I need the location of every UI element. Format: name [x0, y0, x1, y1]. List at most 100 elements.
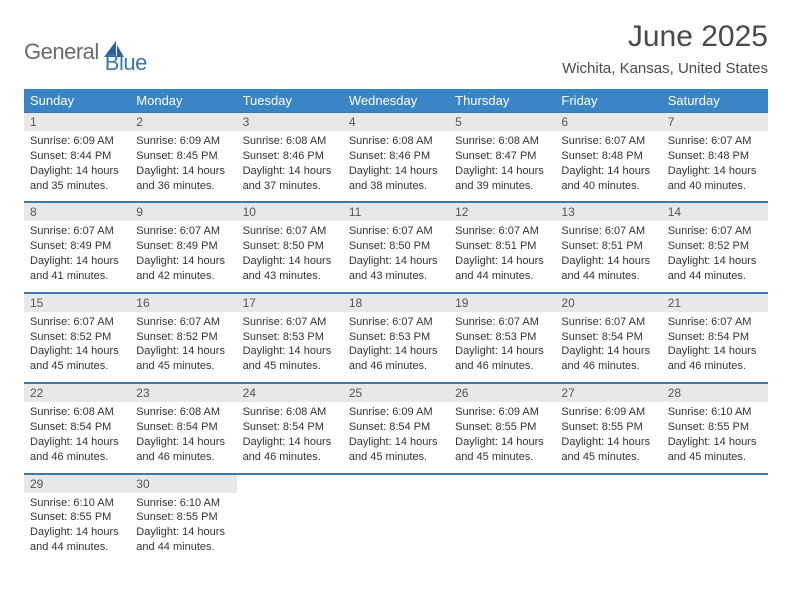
daylight-line-2: and 45 minutes.: [455, 450, 549, 465]
daylight-line-1: Daylight: 14 hours: [455, 254, 549, 269]
title-block: June 2025 Wichita, Kansas, United States: [562, 20, 768, 77]
day-number: 25: [343, 384, 449, 402]
sunrise-line: Sunrise: 6:07 AM: [455, 315, 549, 330]
day-cell: [662, 493, 768, 563]
daylight-line-2: and 45 minutes.: [668, 450, 762, 465]
sunrise-line: Sunrise: 6:07 AM: [349, 224, 443, 239]
day-cell: Sunrise: 6:07 AMSunset: 8:48 PMDaylight:…: [662, 131, 768, 201]
day-cell: Sunrise: 6:07 AMSunset: 8:51 PMDaylight:…: [449, 221, 555, 291]
daylight-line-1: Daylight: 14 hours: [30, 435, 124, 450]
sunrise-line: Sunrise: 6:09 AM: [30, 134, 124, 149]
daylight-line-1: Daylight: 14 hours: [349, 344, 443, 359]
daylight-line-2: and 44 minutes.: [30, 540, 124, 555]
sunset-line: Sunset: 8:49 PM: [30, 239, 124, 254]
day-number: 26: [449, 384, 555, 402]
sunrise-line: Sunrise: 6:07 AM: [243, 315, 337, 330]
sunset-line: Sunset: 8:54 PM: [668, 330, 762, 345]
daylight-line-2: and 45 minutes.: [30, 359, 124, 374]
daylight-line-2: and 44 minutes.: [561, 269, 655, 284]
daylight-line-1: Daylight: 14 hours: [243, 164, 337, 179]
daylight-line-2: and 40 minutes.: [668, 179, 762, 194]
daylight-line-2: and 44 minutes.: [455, 269, 549, 284]
day-number: 18: [343, 294, 449, 312]
sunrise-line: Sunrise: 6:08 AM: [243, 405, 337, 420]
sunset-line: Sunset: 8:48 PM: [668, 149, 762, 164]
daylight-line-2: and 38 minutes.: [349, 179, 443, 194]
day-cell: Sunrise: 6:09 AMSunset: 8:55 PMDaylight:…: [555, 402, 661, 472]
sunset-line: Sunset: 8:55 PM: [668, 420, 762, 435]
day-cell: Sunrise: 6:07 AMSunset: 8:52 PMDaylight:…: [130, 312, 236, 382]
sunrise-line: Sunrise: 6:08 AM: [349, 134, 443, 149]
day-number: 7: [662, 113, 768, 131]
day-content-row: Sunrise: 6:09 AMSunset: 8:44 PMDaylight:…: [24, 131, 768, 202]
day-number: 20: [555, 294, 661, 312]
sunrise-line: Sunrise: 6:07 AM: [243, 224, 337, 239]
weekday-header: Sunday: [24, 89, 130, 112]
weekday-header: Friday: [555, 89, 661, 112]
daylight-line-1: Daylight: 14 hours: [455, 435, 549, 450]
day-number-row: 2930: [24, 474, 768, 493]
day-number-row: 22232425262728: [24, 383, 768, 402]
sunset-line: Sunset: 8:45 PM: [136, 149, 230, 164]
daylight-line-1: Daylight: 14 hours: [668, 435, 762, 450]
daylight-line-2: and 43 minutes.: [243, 269, 337, 284]
day-content-row: Sunrise: 6:08 AMSunset: 8:54 PMDaylight:…: [24, 402, 768, 473]
sunset-line: Sunset: 8:55 PM: [561, 420, 655, 435]
day-number: [343, 475, 449, 493]
daylight-line-1: Daylight: 14 hours: [561, 435, 655, 450]
day-number-row: 15161718192021: [24, 293, 768, 312]
weekday-header: Saturday: [662, 89, 768, 112]
day-cell: Sunrise: 6:08 AMSunset: 8:54 PMDaylight:…: [130, 402, 236, 472]
sunrise-line: Sunrise: 6:07 AM: [561, 134, 655, 149]
daylight-line-1: Daylight: 14 hours: [561, 344, 655, 359]
weekday-header: Thursday: [449, 89, 555, 112]
daylight-line-2: and 45 minutes.: [136, 359, 230, 374]
day-number: 14: [662, 203, 768, 221]
sunset-line: Sunset: 8:51 PM: [455, 239, 549, 254]
sunset-line: Sunset: 8:54 PM: [136, 420, 230, 435]
day-number: 13: [555, 203, 661, 221]
weekday-header: Wednesday: [343, 89, 449, 112]
sunrise-line: Sunrise: 6:07 AM: [668, 134, 762, 149]
daylight-line-1: Daylight: 14 hours: [136, 344, 230, 359]
daylight-line-2: and 46 minutes.: [561, 359, 655, 374]
day-cell: Sunrise: 6:07 AMSunset: 8:54 PMDaylight:…: [662, 312, 768, 382]
daylight-line-2: and 35 minutes.: [30, 179, 124, 194]
sunrise-line: Sunrise: 6:08 AM: [30, 405, 124, 420]
sunrise-line: Sunrise: 6:10 AM: [668, 405, 762, 420]
weekday-header: Monday: [130, 89, 236, 112]
day-number: 3: [237, 113, 343, 131]
sunrise-line: Sunrise: 6:09 AM: [136, 134, 230, 149]
page-title: June 2025: [562, 20, 768, 54]
sunrise-line: Sunrise: 6:07 AM: [30, 315, 124, 330]
day-number: 17: [237, 294, 343, 312]
day-number: 10: [237, 203, 343, 221]
day-content-row: Sunrise: 6:07 AMSunset: 8:52 PMDaylight:…: [24, 312, 768, 383]
daylight-line-1: Daylight: 14 hours: [668, 254, 762, 269]
daylight-line-2: and 46 minutes.: [455, 359, 549, 374]
day-number: 30: [130, 475, 236, 493]
day-cell: Sunrise: 6:07 AMSunset: 8:53 PMDaylight:…: [449, 312, 555, 382]
daylight-line-2: and 44 minutes.: [668, 269, 762, 284]
day-number: 9: [130, 203, 236, 221]
sunset-line: Sunset: 8:55 PM: [455, 420, 549, 435]
sunrise-line: Sunrise: 6:09 AM: [455, 405, 549, 420]
daylight-line-2: and 36 minutes.: [136, 179, 230, 194]
sunrise-line: Sunrise: 6:08 AM: [136, 405, 230, 420]
daylight-line-1: Daylight: 14 hours: [136, 254, 230, 269]
day-number: 8: [24, 203, 130, 221]
sunset-line: Sunset: 8:53 PM: [243, 330, 337, 345]
day-number-row: 1234567: [24, 112, 768, 131]
sunset-line: Sunset: 8:51 PM: [561, 239, 655, 254]
daylight-line-1: Daylight: 14 hours: [30, 344, 124, 359]
day-cell: [237, 493, 343, 563]
calendar-grid: Sunday Monday Tuesday Wednesday Thursday…: [24, 89, 768, 563]
day-number: 27: [555, 384, 661, 402]
day-number: 6: [555, 113, 661, 131]
daylight-line-1: Daylight: 14 hours: [668, 344, 762, 359]
daylight-line-1: Daylight: 14 hours: [136, 164, 230, 179]
sunrise-line: Sunrise: 6:07 AM: [561, 315, 655, 330]
daylight-line-2: and 43 minutes.: [349, 269, 443, 284]
sunrise-line: Sunrise: 6:07 AM: [455, 224, 549, 239]
day-cell: Sunrise: 6:08 AMSunset: 8:46 PMDaylight:…: [237, 131, 343, 201]
